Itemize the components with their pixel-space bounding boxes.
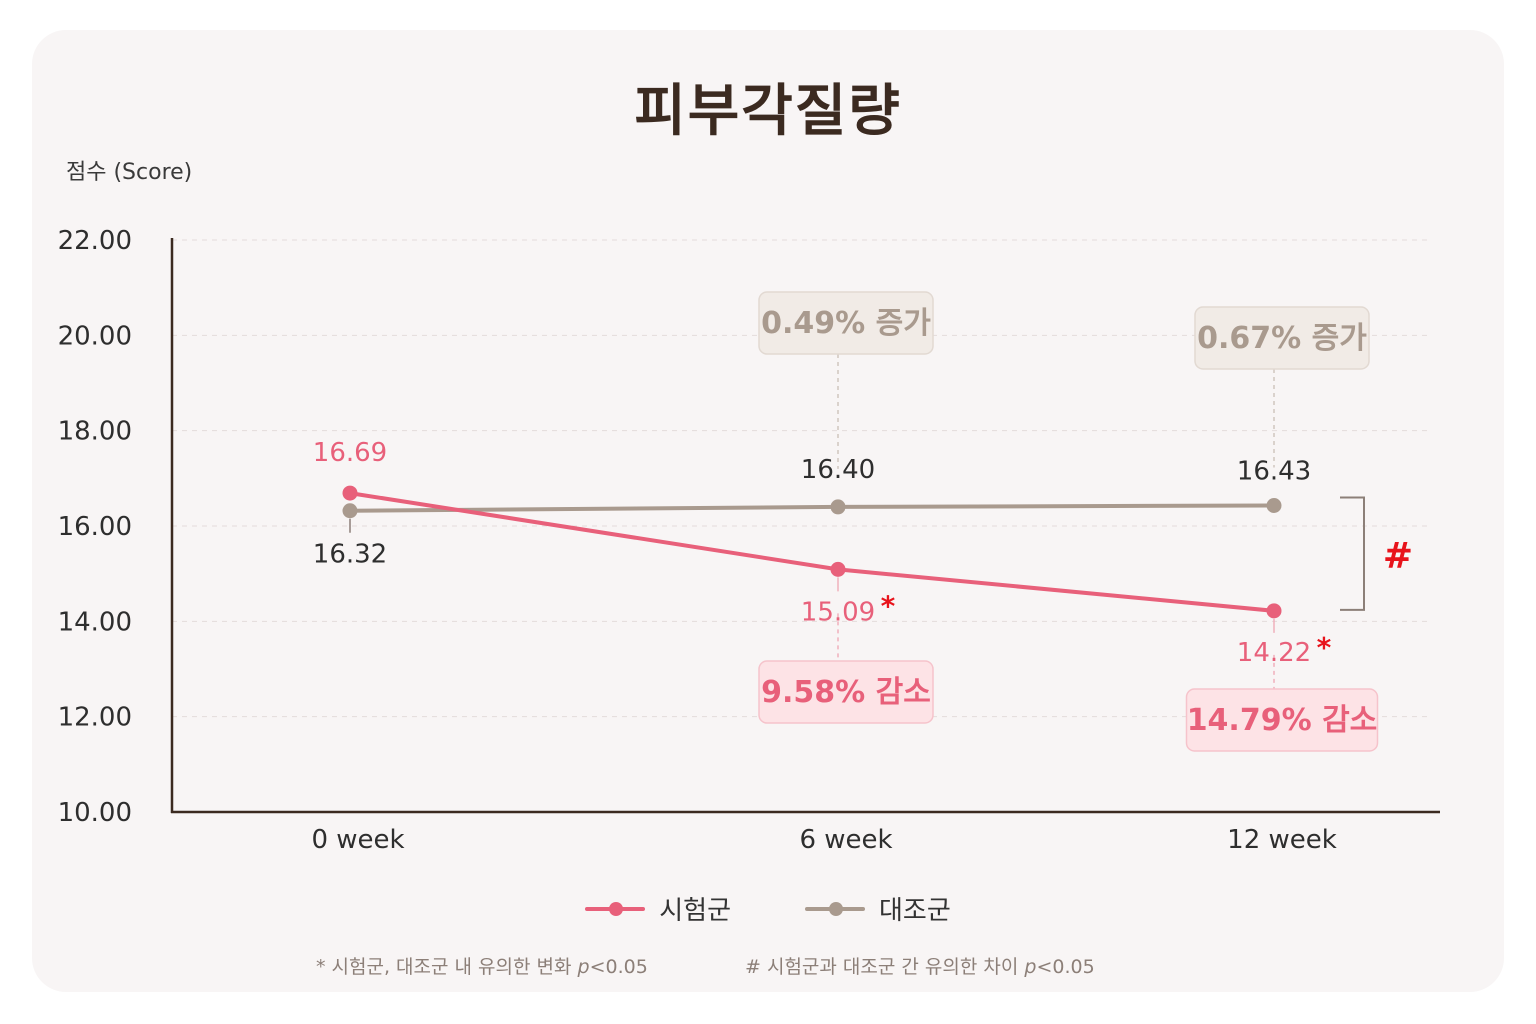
footnote-within-value: <0.05 (589, 956, 648, 978)
y-tick-label: 18.00 (58, 417, 132, 447)
y-tick-label: 14.00 (58, 607, 132, 637)
control-series-point (830, 499, 846, 515)
y-axis-label: 점수 (Score) (66, 160, 193, 185)
decrease-callout-text: 9.58% 감소 (761, 675, 931, 710)
decrease-callout-box (758, 660, 934, 724)
legend-swatch-control (805, 901, 865, 916)
control-data-label: 16.43 (1237, 457, 1311, 487)
y-tick-label: 12.00 (58, 703, 132, 733)
legend-label-test: 시험군 (659, 896, 731, 926)
x-tick-label: 12 week (1227, 825, 1337, 855)
legend-item-control: 대조군 (805, 890, 951, 927)
y-tick-label: 22.00 (58, 226, 132, 256)
footnote-between-value: <0.05 (1036, 956, 1095, 978)
footnote-between-p: p (1024, 956, 1037, 978)
legend-item-test: 시험군 (585, 890, 731, 927)
between-group-bracket (1340, 496, 1365, 611)
y-tick-label: 10.00 (58, 798, 132, 828)
chart-card (32, 30, 1504, 992)
control-data-label: 16.40 (801, 455, 875, 485)
test-series-point (830, 561, 846, 577)
between-group-marker: # (1383, 536, 1413, 577)
significance-star: * (1317, 631, 1332, 664)
test-series-point (342, 485, 358, 501)
y-tick-label: 16.00 (58, 512, 132, 542)
test-series-point (1266, 603, 1282, 619)
control-series-point (342, 503, 358, 519)
test-data-label: 15.09 (801, 597, 875, 627)
chart-title: 피부각질량 (634, 79, 902, 144)
increase-callout-box (758, 291, 934, 355)
decrease-callout-box (1185, 688, 1379, 752)
control-series-point (1266, 498, 1282, 514)
increase-callout-text: 0.67% 증가 (1197, 321, 1367, 356)
footnote-within-text: * 시험군, 대조군 내 유의한 변화 (316, 956, 578, 978)
significance-star: * (881, 589, 896, 622)
x-tick-label: 6 week (799, 825, 892, 855)
control-series-line (348, 503, 1276, 513)
test-data-label: 16.69 (313, 438, 387, 468)
chart-legend: 시험군 대조군 (0, 890, 1536, 927)
test-data-label: 14.22 (1237, 638, 1311, 668)
footnote-within-group: * 시험군, 대조군 내 유의한 변화 p<0.05 (316, 952, 648, 979)
footnote-between-text: # 시험군과 대조군 간 유의한 차이 (745, 956, 1025, 978)
footnote-within-p: p (577, 956, 590, 978)
legend-label-control: 대조군 (879, 896, 951, 926)
legend-swatch-test (585, 901, 646, 916)
increase-callout-text: 0.49% 증가 (761, 306, 931, 341)
increase-callout-box (1194, 306, 1370, 370)
y-tick-label: 20.00 (58, 321, 132, 351)
control-data-label: 16.32 (313, 540, 387, 570)
footnote-between-group: # 시험군과 대조군 간 유의한 차이 p<0.05 (745, 952, 1095, 979)
x-tick-label: 0 week (311, 825, 404, 855)
decrease-callout-text: 14.79% 감소 (1187, 703, 1378, 738)
